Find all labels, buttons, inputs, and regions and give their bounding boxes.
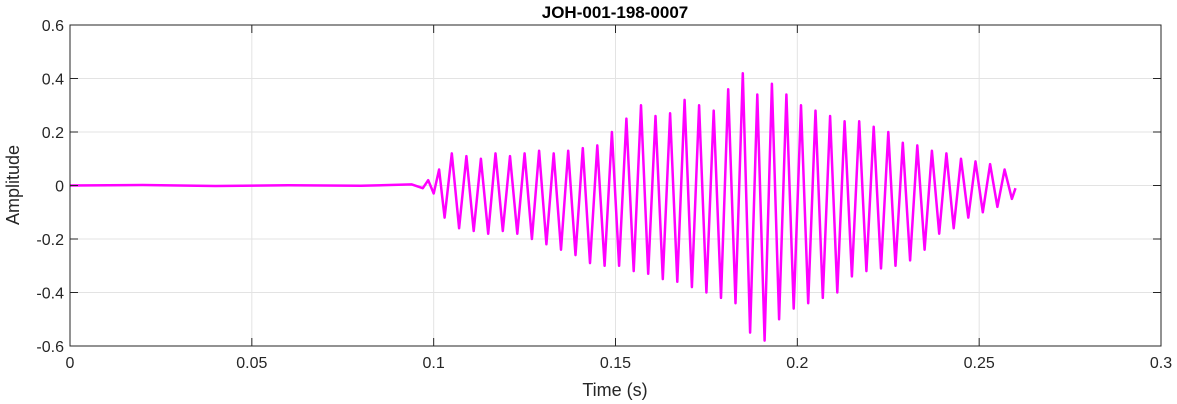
y-axis-title: Amplitude: [3, 145, 23, 225]
x-tick-labels: 0 0.05 0.1 0.15 0.2 0.25 0.3: [66, 355, 1173, 372]
x-tick-label: 0.05: [236, 355, 267, 372]
y-tick-labels: 0.6 0.4 0.2 0 -0.2 -0.4 -0.6: [36, 18, 64, 356]
y-tick-label: -0.6: [36, 339, 64, 356]
y-tick-label: 0.4: [42, 72, 64, 89]
x-tick-label: 0.2: [786, 355, 808, 372]
x-tick-label: 0.3: [1150, 355, 1172, 372]
x-tick-label: 0.1: [423, 355, 445, 372]
y-tick-label: 0.6: [42, 18, 64, 35]
y-tick-label: 0: [55, 179, 64, 196]
y-tick-label: 0.2: [42, 125, 64, 142]
chart-title: JOH-001-198-0007: [542, 3, 688, 22]
waveform-trace: [69, 71, 1017, 342]
x-tick-label: 0: [66, 355, 75, 372]
y-tick-label: -0.4: [36, 286, 64, 303]
tick-marks: [69, 24, 1162, 347]
x-tick-label: 0.25: [964, 355, 995, 372]
x-axis-title: Time (s): [582, 380, 647, 400]
series-line: [69, 71, 1017, 342]
x-tick-label: 0.15: [600, 355, 631, 372]
y-tick-label: -0.2: [36, 232, 64, 249]
